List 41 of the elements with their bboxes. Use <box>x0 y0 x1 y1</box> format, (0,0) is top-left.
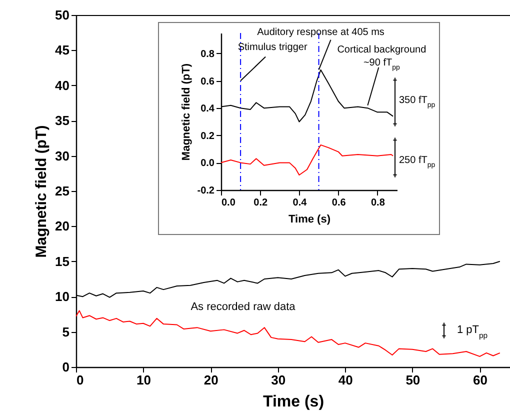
y-tick-label: 40 <box>55 78 70 93</box>
y-tick-label: 25 <box>55 184 70 198</box>
line-series <box>221 144 394 176</box>
line-series <box>76 310 500 357</box>
annotation: Cortical background ~90 fT$_{pp}$ <box>337 44 426 71</box>
y-axis-title: Magnetic field (pT) <box>180 63 192 161</box>
y-tick-label: 45 <box>55 42 70 58</box>
x-tick-label: 0.2 <box>254 198 268 208</box>
x-tick-label: 30 <box>271 372 286 388</box>
x-axis-title: Time (s) <box>288 214 331 226</box>
x-tick-label: 50 <box>406 372 420 388</box>
y-tick-label: 10 <box>55 289 70 304</box>
y-tick-label: 0.6 <box>200 76 215 88</box>
annotation: Stimulus trigger <box>238 42 308 53</box>
x-tick-label: 40 <box>338 372 353 388</box>
y-tick-label: 50 <box>55 8 70 22</box>
x-tick-label: 60 <box>472 372 488 388</box>
annotation: As recorded raw data <box>190 301 296 313</box>
y-tick-label: 0.8 <box>200 48 215 60</box>
annotation: 350 fT$_{pp}$ <box>399 95 436 108</box>
y-tick-label: 0.0 <box>200 158 215 170</box>
x-tick-label: 0.0 <box>222 198 236 208</box>
y-tick-label: -0.2 <box>197 186 215 196</box>
y-tick-label: 5 <box>62 324 70 340</box>
x-axis-title: Time (s) <box>262 394 324 410</box>
annotation: 1 pT$_{pp}$ <box>457 324 488 340</box>
y-tick-label: 30 <box>55 148 70 164</box>
y-tick-label: 0 <box>62 360 70 374</box>
annotation: Auditory response at 405 ms <box>257 26 384 38</box>
y-tick-label: 0.4 <box>200 104 215 115</box>
y-axis-title: Magnetic field (pT) <box>33 125 50 258</box>
y-tick-label: 0.2 <box>200 130 215 142</box>
y-tick-label: 20 <box>55 218 70 234</box>
annotation: 250 fT$_{pp}$ <box>399 155 436 168</box>
y-tick-label: 15 <box>55 254 70 269</box>
x-tick-label: 0 <box>76 372 84 388</box>
x-tick-label: 0.8 <box>370 198 386 208</box>
x-tick-label: 0.4 <box>292 198 308 208</box>
x-tick-label: 0.6 <box>332 198 346 208</box>
x-tick-label: 10 <box>136 372 152 388</box>
y-tick-label: 35 <box>55 113 70 128</box>
